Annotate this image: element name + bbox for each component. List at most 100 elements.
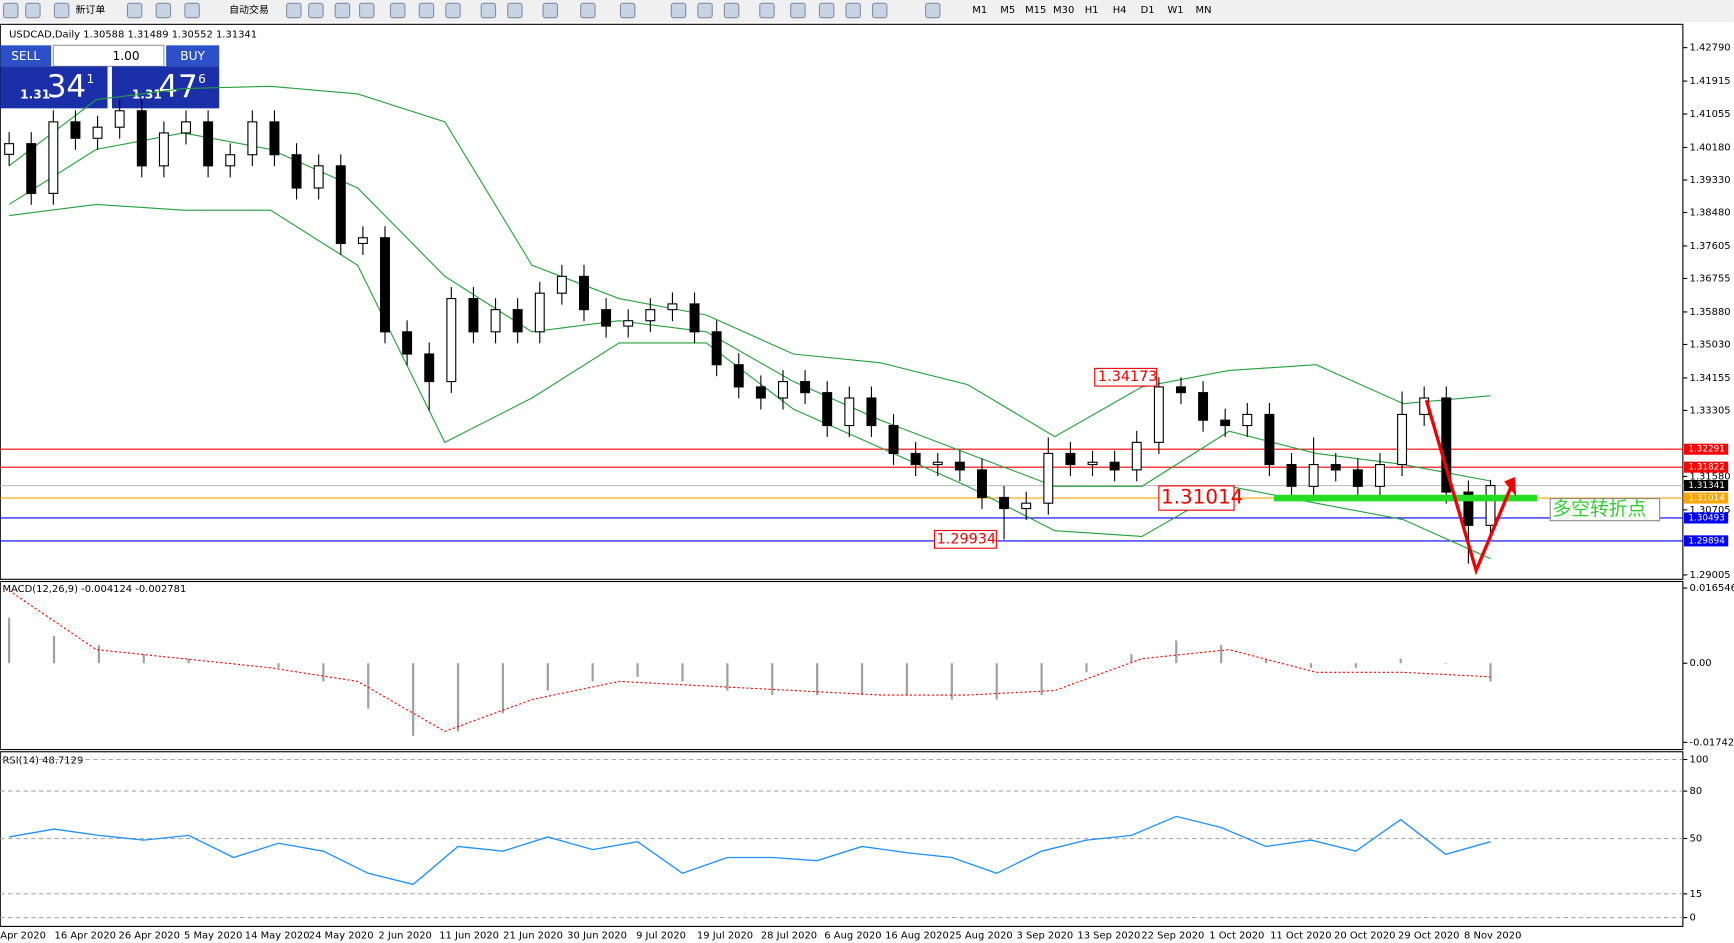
candle-body: [1286, 463, 1297, 487]
macd-bar: [816, 663, 819, 696]
y-tick-label: 1.41915: [1689, 76, 1730, 87]
candle-body: [181, 121, 191, 134]
candle-body: [1330, 463, 1341, 471]
toolbar-icon[interactable]: [697, 2, 713, 19]
timeframe-button[interactable]: H4: [1113, 5, 1127, 16]
x-tick-label: 5 May 2020: [184, 930, 242, 941]
toolbar-icon[interactable]: [507, 2, 523, 19]
toolbar-icon[interactable]: [723, 2, 740, 19]
candle-body: [1021, 502, 1032, 510]
sell-label[interactable]: SELL: [11, 49, 40, 63]
candle-body: [800, 380, 811, 394]
toolbar-icon[interactable]: [542, 2, 559, 19]
price-box[interactable]: [111, 66, 220, 109]
toolbar-icon[interactable]: [790, 2, 806, 19]
toolbar-icon[interactable]: [184, 2, 200, 19]
toolbar-icon[interactable]: [286, 2, 302, 19]
macd-title: MACD(12,26,9) -0.004124 -0.002781: [2, 584, 186, 595]
x-tick-label: Apr 2020: [0, 930, 46, 941]
toolbar-icon[interactable]: [580, 2, 596, 19]
candle-body: [667, 303, 678, 311]
toolbar-icon[interactable]: [480, 2, 497, 19]
new-order-button[interactable]: 新订单: [75, 3, 105, 16]
toolbar-icon[interactable]: [845, 2, 861, 19]
macd-bar: [995, 663, 998, 700]
toolbar-icon[interactable]: [3, 2, 19, 19]
toolbar-icon[interactable]: [418, 2, 435, 19]
toolbar-icon[interactable]: [670, 2, 687, 19]
toolbar-icon[interactable]: [619, 2, 636, 19]
timeframe-button[interactable]: M15: [1025, 5, 1046, 16]
macd-bar: [905, 663, 909, 696]
candle-body: [1198, 392, 1209, 421]
timeframe-button[interactable]: M1: [972, 5, 987, 16]
timeframe-button[interactable]: W1: [1167, 5, 1183, 16]
rsi-title: RSI(14) 48.7129: [2, 756, 83, 767]
level-tag: [1683, 492, 1729, 504]
candle-body: [114, 110, 125, 128]
toolbar-icon[interactable]: [925, 2, 941, 19]
toolbar-icon[interactable]: [818, 2, 835, 19]
x-tick-label: 13 Sep 2020: [1077, 930, 1140, 941]
candle-body: [402, 331, 413, 355]
arrow: [1424, 399, 1515, 576]
macd-bar: [456, 663, 460, 732]
toolbar-icon[interactable]: [871, 2, 888, 19]
candle-body: [1308, 463, 1319, 487]
buy-button[interactable]: [166, 45, 220, 67]
band-lower: [9, 203, 1491, 560]
sell-button[interactable]: [0, 45, 52, 67]
y-tick-label: 1.38480: [1689, 207, 1730, 218]
timeframe-button[interactable]: D1: [1141, 5, 1155, 16]
auto-trading-button[interactable]: 自动交易: [229, 3, 269, 16]
y-tick-label: 1.29005: [1689, 570, 1730, 581]
turning-box: [1549, 498, 1661, 522]
candle-body: [1352, 469, 1363, 487]
candle-body: [1220, 419, 1231, 427]
x-tick-label: 26 Apr 2020: [119, 930, 180, 941]
macd-bar: [1489, 663, 1492, 682]
candle-body: [468, 298, 479, 333]
macd-bar: [771, 663, 774, 696]
y-tick-label: 1.35880: [1689, 307, 1730, 318]
y-tick-label: 1.33305: [1689, 405, 1730, 416]
candle-body: [601, 309, 612, 327]
candle-body: [446, 298, 457, 383]
toolbar-icon[interactable]: [25, 2, 41, 19]
rsi-line: [9, 815, 1491, 886]
candle-body: [1065, 452, 1076, 466]
toolbar-icon[interactable]: [359, 2, 375, 19]
timeframe-button[interactable]: MN: [1196, 5, 1212, 16]
buy-label[interactable]: BUY: [180, 49, 205, 63]
candle-body: [954, 461, 965, 471]
candle-body: [645, 309, 656, 322]
y-tick-label: -0.017423: [1689, 737, 1734, 748]
x-tick-label: 16 Apr 2020: [55, 930, 116, 941]
candle-body: [755, 386, 766, 399]
macd-bar: [142, 654, 145, 664]
candle-body: [910, 452, 921, 466]
toolbar-icon[interactable]: [334, 2, 351, 19]
candle-body: [203, 121, 214, 167]
timeframe-button[interactable]: M5: [1000, 5, 1015, 16]
toolbar-icon[interactable]: [155, 2, 172, 19]
toolbar-icon[interactable]: [308, 2, 324, 19]
macd-bar: [1444, 663, 1447, 664]
timeframe-button[interactable]: H1: [1085, 5, 1099, 16]
toolbar-icon[interactable]: [759, 2, 775, 19]
x-tick-label: 8 Nov 2020: [1464, 930, 1521, 941]
x-tick-label: 25 Aug 2020: [949, 930, 1013, 941]
price-box[interactable]: [0, 66, 108, 109]
candle-body: [291, 154, 302, 189]
candle-body: [26, 143, 37, 194]
price-pips: 34: [47, 69, 86, 105]
toolbar-icon[interactable]: [445, 2, 461, 19]
macd-bar: [1130, 654, 1133, 664]
candle-body: [1463, 491, 1474, 526]
candle-body: [1242, 413, 1253, 427]
toolbar-icon[interactable]: [389, 2, 406, 19]
toolbar-icon[interactable]: [126, 2, 143, 19]
timeframe-button[interactable]: M30: [1053, 5, 1074, 16]
toolbar-icon[interactable]: [53, 2, 70, 19]
